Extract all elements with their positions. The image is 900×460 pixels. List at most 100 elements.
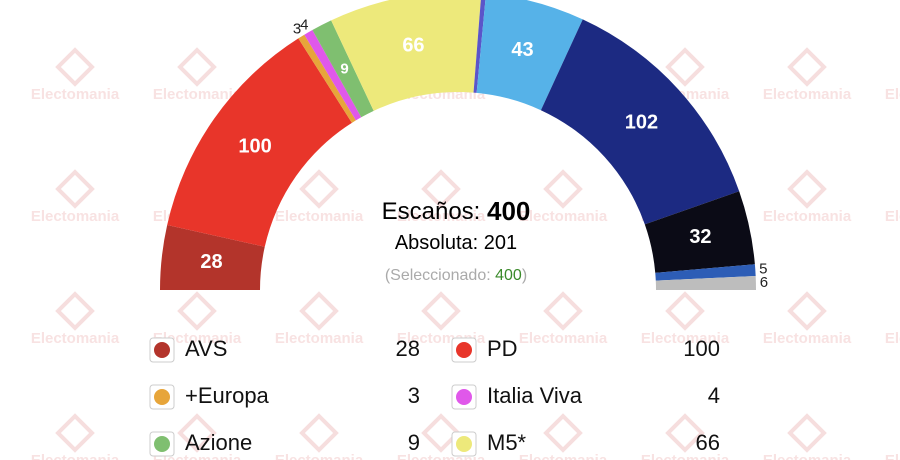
seat-wedge: [655, 275, 756, 290]
watermark-logo: [787, 169, 827, 209]
watermark-logo: [55, 413, 95, 453]
seat-wedge: [644, 191, 755, 273]
watermark: Electomania: [519, 208, 608, 225]
seat-label: 3: [293, 21, 301, 38]
watermark-logo: [177, 413, 217, 453]
watermark-logo: [421, 413, 461, 453]
seat-wedge: [655, 264, 756, 281]
watermark-logo: [421, 291, 461, 331]
legend-swatch: [456, 436, 472, 452]
seat-wedge: [331, 0, 481, 111]
seat-wedge: [473, 0, 486, 93]
watermark-logo: [787, 47, 827, 87]
watermark-logo: [421, 169, 461, 209]
selected-label: (Seleccionado:: [385, 267, 491, 284]
seat-wedge: [160, 224, 265, 290]
majority-value: 201: [484, 232, 517, 254]
watermark: Electomania: [763, 86, 852, 103]
watermark-logo: [543, 413, 583, 453]
watermark: Electomania: [31, 330, 120, 347]
total-value: 400: [487, 196, 530, 226]
watermark: Electomania: [885, 86, 900, 103]
legend-swatch: [154, 436, 170, 452]
watermark: Electomania: [397, 208, 486, 225]
selected-text: (Seleccionado: 400): [385, 267, 527, 284]
legend-name: Azione: [185, 430, 252, 455]
watermark: Electomania: [153, 86, 242, 103]
seat-wedge: [304, 29, 362, 121]
watermark-logo: [55, 169, 95, 209]
legend-value: 100: [683, 336, 720, 361]
total-text: Escaños: 400: [382, 196, 531, 226]
seat-wedge: [540, 19, 740, 225]
watermark: Electomania: [153, 330, 242, 347]
selected-close: ): [522, 267, 527, 284]
watermark-logo: [787, 413, 827, 453]
hemicycle: 28 100 34 9 66 43 102 32 56: [160, 0, 768, 291]
watermark-logo: [299, 413, 339, 453]
majority-label: Absoluta:: [395, 232, 478, 254]
watermark-logo: [543, 169, 583, 209]
seat-label: 6: [760, 274, 768, 291]
legend-value: 9: [408, 430, 420, 455]
watermark: Electomania: [31, 86, 120, 103]
seat-wedge: [167, 38, 352, 247]
seat-label: 43: [511, 39, 533, 61]
watermark: Electomania: [519, 330, 608, 347]
seat-wedge: [298, 34, 356, 123]
legend-name: M5*: [487, 430, 527, 455]
majority-text: Absoluta: 201: [395, 232, 517, 254]
seat-label: 28: [200, 251, 222, 273]
seat-wedge: [312, 20, 374, 118]
watermark: Electomania: [275, 208, 364, 225]
watermark-logo: [299, 291, 339, 331]
selected-value: 400: [495, 267, 522, 284]
legend-swatch: [154, 342, 170, 358]
seat-label: 100: [238, 136, 271, 158]
watermark: Electomania: [885, 452, 900, 460]
watermark: Electomania: [641, 452, 730, 460]
watermark: Electomania: [275, 330, 364, 347]
watermark-logo: [787, 291, 827, 331]
watermark: Electomania: [519, 452, 608, 460]
watermark: Electomania: [763, 330, 852, 347]
legend-swatch: [456, 389, 472, 405]
watermark: Electomania: [763, 208, 852, 225]
watermark-logo: [55, 47, 95, 87]
legend-swatch: [154, 389, 170, 405]
watermark: Electomania: [641, 330, 730, 347]
legend-value: 3: [408, 383, 420, 408]
watermark: Electomania: [275, 452, 364, 460]
watermark: Electomania: [885, 208, 900, 225]
seat-label: 5: [759, 261, 767, 278]
watermark-logo: [543, 291, 583, 331]
watermark: Electomania: [397, 452, 486, 460]
legend-value: 66: [696, 430, 720, 455]
watermark-logo: [665, 291, 705, 331]
seat-wedge: [476, 0, 583, 111]
watermark-logo: [665, 413, 705, 453]
watermark: Electomania: [763, 452, 852, 460]
watermark: Electomania: [31, 452, 120, 460]
watermark-logo: [177, 291, 217, 331]
watermark-logo: [665, 47, 705, 87]
seat-label: 32: [689, 226, 711, 248]
legend-name: AVS: [185, 336, 227, 361]
legend-name: PD: [487, 336, 518, 361]
legend-value: 28: [396, 336, 420, 361]
seat-label: 4: [300, 16, 308, 33]
legend: AVS 28 PD 100 +Europa 3 Italia Viva 4 Azione 9 M5*…: [149, 336, 720, 457]
watermark-logo: [299, 169, 339, 209]
watermark: Electomania: [153, 452, 242, 460]
watermark-logo: [177, 47, 217, 87]
seat-label: 102: [625, 111, 658, 133]
watermark: Electomania: [885, 330, 900, 347]
watermark: Electomania: [31, 208, 120, 225]
legend-name: +Europa: [185, 383, 270, 408]
legend-name: Italia Viva: [487, 383, 583, 408]
total-label: Escaños:: [382, 198, 481, 225]
seat-label: 9: [340, 60, 348, 77]
legend-swatch: [456, 342, 472, 358]
watermark-logo: [55, 291, 95, 331]
